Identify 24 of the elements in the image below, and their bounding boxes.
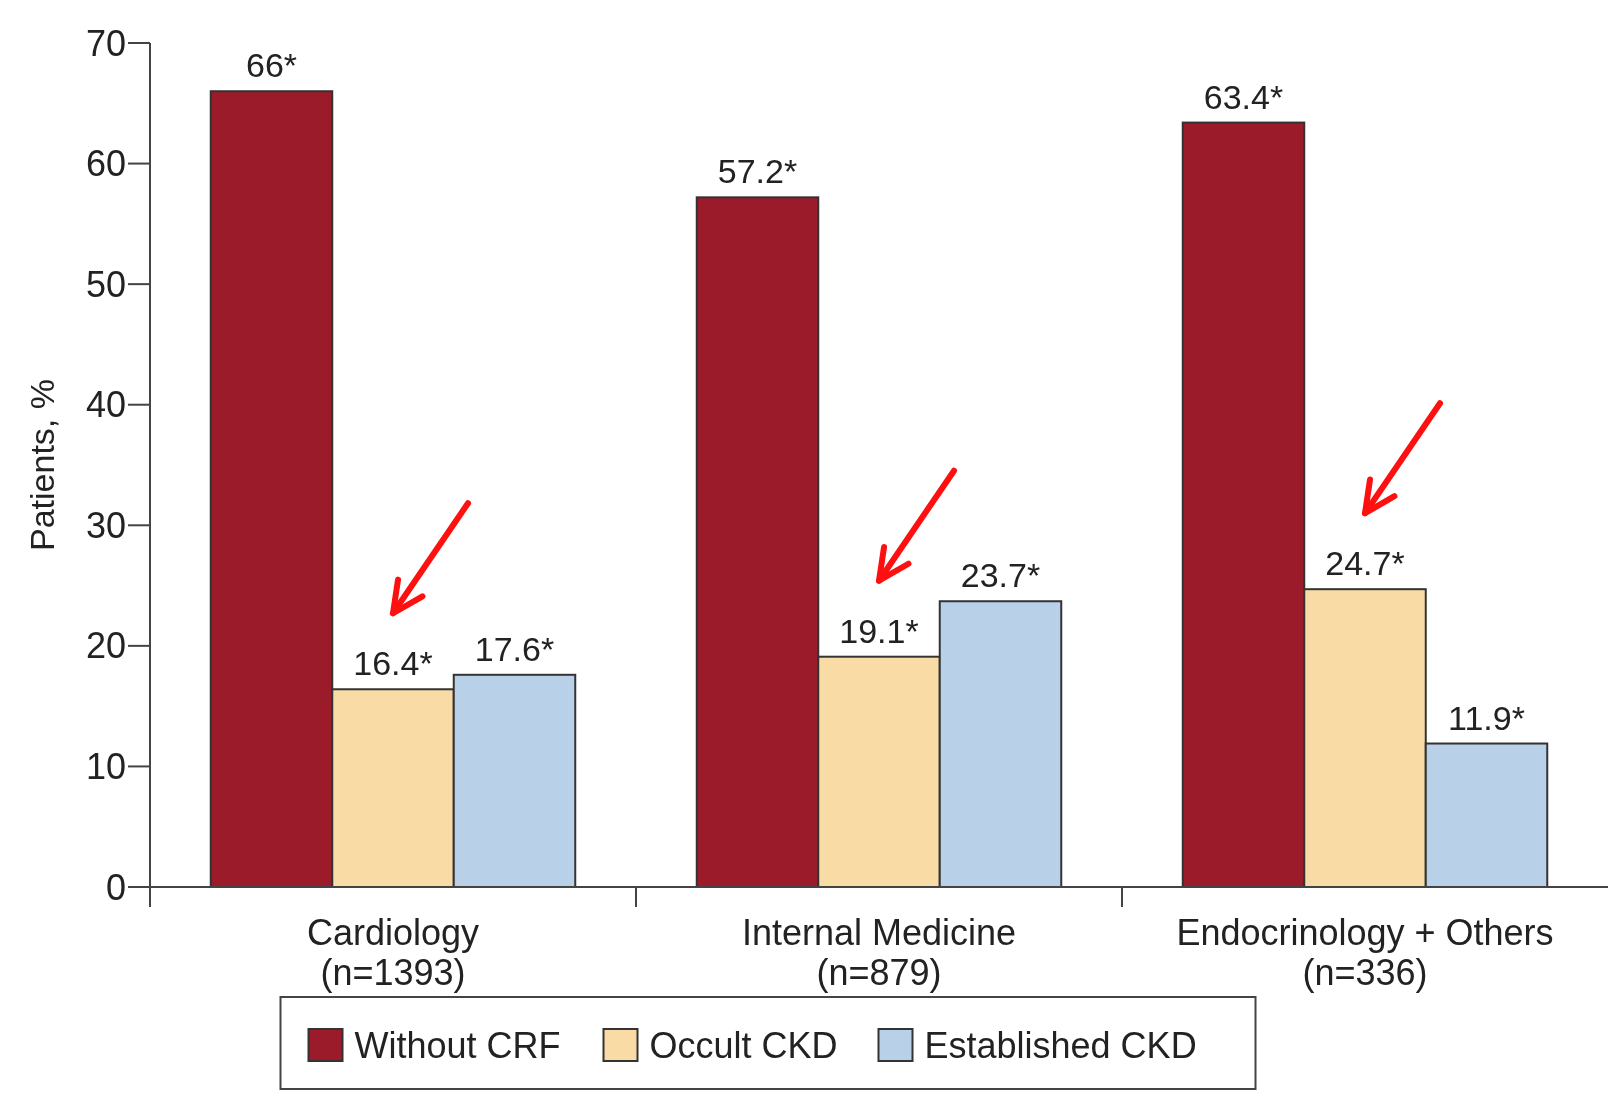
y-axis-title: Patients, %: [23, 379, 61, 551]
data-label: 16.4*: [353, 644, 433, 683]
y-tick-label: 70: [85, 22, 126, 64]
y-tick-label: 0: [105, 866, 126, 908]
y-tick-label: 20: [85, 625, 126, 667]
legend-label: Occult CKD: [649, 1024, 838, 1066]
data-label: 63.4*: [1203, 77, 1284, 116]
x-tick-label: Cardiology (n=1393): [306, 912, 480, 993]
legend-label: Established CKD: [924, 1024, 1197, 1066]
data-label: 23.7*: [960, 556, 1041, 595]
y-tick-label: 10: [85, 746, 126, 788]
data-label: 66*: [245, 46, 298, 85]
data-label: 57.2*: [717, 152, 798, 191]
data-label: 17.6*: [474, 629, 555, 668]
y-tick-label: 50: [85, 263, 126, 305]
data-label: 24.7*: [1325, 544, 1405, 583]
x-tick-label: Endocrinology + Others (n=336): [1176, 912, 1554, 993]
y-tick-label: 40: [85, 384, 126, 426]
x-tick-label: Internal Medicine (n=879): [741, 912, 1017, 993]
legend-label: Without CRF: [354, 1024, 561, 1066]
data-label: 11.9*: [1448, 698, 1525, 737]
data-label: 19.1*: [839, 611, 919, 650]
y-tick-label: 60: [85, 143, 126, 185]
y-tick-label: 30: [85, 504, 126, 546]
